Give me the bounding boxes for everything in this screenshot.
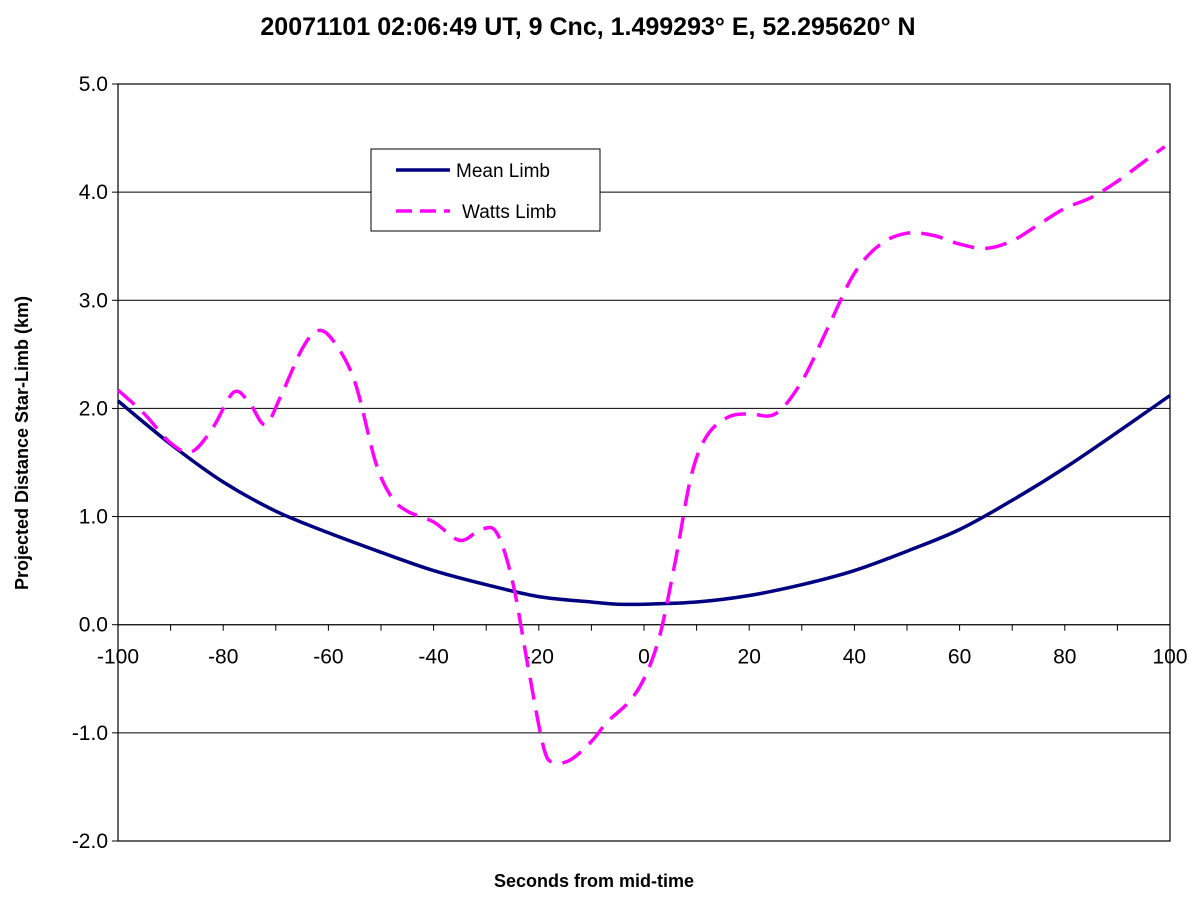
y-tick-label: 5.0: [79, 73, 108, 96]
x-tick-label: 80: [1053, 646, 1076, 669]
grid-lines: [118, 191, 1170, 734]
x-axis-label: Seconds from mid-time: [494, 871, 694, 891]
y-tick-label: 2.0: [79, 397, 108, 420]
series-layer: [116, 145, 1171, 765]
legend-label-watts-limb: Watts Limb: [462, 202, 556, 223]
series-line-mean-limb: [116, 394, 1171, 607]
chart-title: 20071101 02:06:49 UT, 9 Cnc, 1.499293° E…: [260, 13, 915, 41]
y-tick-label: 3.0: [79, 289, 108, 312]
x-tick-label: -60: [313, 646, 343, 669]
x-axis-ticks: -100 -80 -60 -40 -20 0 20 40 60 80 100: [97, 624, 1188, 669]
y-tick-label: 4.0: [79, 181, 108, 204]
y-axis-ticks: -2.0 -1.0 0.0 1.0 2.0 3.0 4.0 5.0: [72, 73, 118, 853]
x-tick-label: 20: [738, 646, 761, 669]
x-tick-label: 100: [1152, 646, 1187, 669]
x-tick-label: -40: [418, 646, 448, 669]
legend: Mean Limb Watts Limb: [370, 148, 601, 232]
plot-area: [117, 83, 1171, 842]
x-tick-label: 0: [638, 646, 650, 669]
y-axis-label: Projected Distance Star-Limb (km): [12, 296, 32, 590]
legend-label-mean-limb: Mean Limb: [456, 161, 550, 182]
y-tick-label: 1.0: [79, 506, 108, 529]
y-tick-label: -1.0: [72, 722, 108, 745]
legend-box: [370, 148, 601, 232]
series-line-watts-limb: [116, 145, 1166, 765]
x-tick-label: -80: [208, 646, 238, 669]
x-tick-label: -100: [97, 646, 139, 669]
x-tick-label: 60: [948, 646, 971, 669]
x-tick-label: 40: [843, 646, 866, 669]
y-tick-label: -2.0: [72, 830, 108, 853]
y-tick-label: 0.0: [79, 614, 108, 637]
x-tick-label: -20: [524, 646, 554, 669]
